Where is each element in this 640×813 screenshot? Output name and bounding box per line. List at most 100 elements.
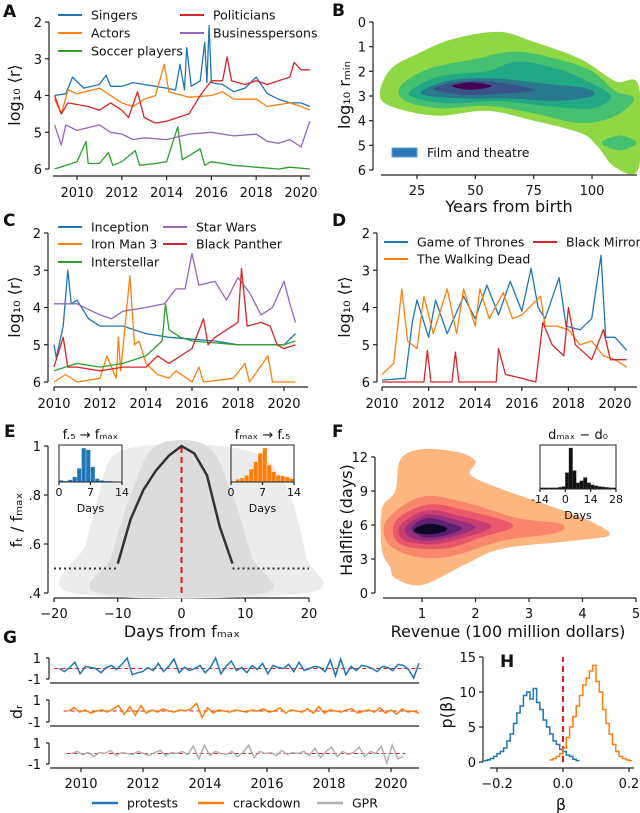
panel-b: 0 1 2 3 4 5 6 25 50 75 100 log₁₀ rₘᵢₙ Years from bir… <box>332 1 640 216</box>
series-line-iron-man-3 <box>53 275 296 383</box>
x-tick-label: 50 <box>467 184 484 199</box>
histogram-bar <box>579 480 584 490</box>
x-tick-label: 5 <box>632 607 640 622</box>
histogram-bar <box>289 478 295 483</box>
histogram-bar <box>572 470 577 490</box>
y-axis-label: log₁₀ ⟨r⟩ <box>5 64 24 125</box>
histogram-bar <box>76 468 82 483</box>
legend-label: crackdown <box>233 796 301 811</box>
x-tick-label: 2014 <box>188 777 221 792</box>
inset-title: fₘₐₓ → f.₅ <box>235 428 291 443</box>
legend-label: Politicians <box>213 8 276 23</box>
y-axis-label: p(β) <box>437 696 456 729</box>
y-tick-label: 1 <box>358 41 366 56</box>
y-axis-label: log₁₀ ⟨r⟩ <box>335 276 354 337</box>
histogram-bar <box>248 468 254 483</box>
x-tick-label: 2018 <box>240 186 273 201</box>
x-tick-label: 75 <box>525 184 542 199</box>
legend-label: Iron Man 3 <box>91 237 157 252</box>
x-axis-label: Revenue (100 million dollars) <box>391 622 626 641</box>
y-axis-label: log₁₀ rₘᵢₙ <box>335 61 354 129</box>
x-tick-label: 2018 <box>312 777 345 792</box>
x-axis-label: β <box>556 795 566 813</box>
histogram-bar <box>90 466 96 483</box>
contour-level-6 <box>452 82 492 90</box>
legend-label: Black Panther <box>196 237 283 252</box>
y-tick-label: 4 <box>362 302 370 317</box>
y-tick-label: 3 <box>362 264 370 279</box>
legend-item: Interstellar <box>58 255 160 270</box>
x-tick-label: 2014 <box>150 186 183 201</box>
y-tick-label: 1 <box>33 694 41 709</box>
legend-item: Soccer players <box>58 44 183 59</box>
y-tick-label: 0 <box>358 16 366 31</box>
contour-level-2 <box>601 135 637 151</box>
histogram-bar <box>590 484 595 490</box>
y-tick-label: 15 <box>459 651 476 666</box>
y-tick-label: 3 <box>360 553 368 568</box>
legend-item: Inception <box>58 220 149 235</box>
histogram-bar <box>94 478 100 483</box>
y-tick-label: -1 <box>28 673 41 688</box>
legend-label: Star Wars <box>196 220 256 235</box>
inset-tick-label: 14 <box>584 493 598 506</box>
histogram-bar <box>266 464 272 483</box>
panel-label: H <box>500 652 514 672</box>
x-tick-label: 2020 <box>598 397 631 412</box>
inset-tick-label: 0 <box>228 486 235 499</box>
x-tick-label: 20 <box>301 607 318 622</box>
y-tick-label: 6 <box>358 164 366 179</box>
panel-label: C <box>3 211 15 231</box>
y-tick-label: 6 <box>33 376 41 391</box>
y-tick-label: 1 <box>33 440 41 455</box>
inset-tick-label: 0 <box>56 486 63 499</box>
x-tick-label: 2018 <box>221 397 254 412</box>
legend-label: GPR <box>352 796 378 811</box>
panel-label: D <box>332 211 346 231</box>
y-tick-label: 2 <box>362 227 370 242</box>
legend-item: GPR <box>317 796 378 811</box>
x-tick-label: 2010 <box>64 777 97 792</box>
legend-label: Interstellar <box>91 255 160 270</box>
y-tick-label: 2 <box>33 227 41 242</box>
inset-x-label: Days <box>249 502 277 515</box>
panel-c: 2 3 4 5 6 2010 2012 2014 2016 2018 2020 log₁₀ ⟨r⟩ C I… <box>3 211 308 412</box>
y-tick-label: 5 <box>468 721 476 736</box>
y-axis-label: Halflife (days) <box>337 464 356 576</box>
y-tick-label: .8 <box>29 489 41 504</box>
histogram-bar <box>244 475 250 483</box>
series-line-protests <box>58 656 420 680</box>
inset-delay: -14 0 14 28 Days dₘₐₓ − d₀ <box>531 428 623 522</box>
panel-label: A <box>3 2 17 22</box>
x-tick-label: 2016 <box>195 186 228 201</box>
x-tick-label: 2012 <box>412 397 445 412</box>
y-tick-label: 5 <box>34 126 42 141</box>
y-tick-label: 5 <box>362 339 370 354</box>
y-axis-label: log₁₀ ⟨r⟩ <box>5 276 24 337</box>
mean-curve <box>116 444 234 565</box>
inset-tick-label: 7 <box>87 486 94 499</box>
legend-label: protests <box>127 796 178 811</box>
y-tick-label: -1 <box>28 758 41 773</box>
legend-label: Black Mirror <box>566 235 640 250</box>
y-axis-label: dᵣ <box>7 704 26 719</box>
x-tick-label: 0.0 <box>553 777 574 792</box>
strip-gpr: 1-1 <box>28 737 419 773</box>
x-tick-label: 10 <box>237 607 254 622</box>
y-tick-label: 10 <box>459 686 476 701</box>
x-tick-label: 25 <box>409 184 426 199</box>
y-tick-label: 2 <box>358 65 366 80</box>
legend-item: Singers <box>58 8 138 23</box>
legend-label: Inception <box>91 220 149 235</box>
series-line-star-wars <box>54 252 297 323</box>
histogram-bar <box>565 472 570 490</box>
panel-e: .4 .6 .8 1 −20 −10 0 10 20 fₜ / fₘₐₓ Days from fₘₐ… <box>4 422 324 641</box>
crackdown-histogram <box>549 664 633 762</box>
y-tick-label: 5 <box>33 339 41 354</box>
series-line-soccer-players <box>54 126 310 170</box>
panel-label: B <box>332 1 345 21</box>
legend-item: Black Mirror <box>533 235 640 250</box>
y-tick-label: 3 <box>358 90 366 105</box>
